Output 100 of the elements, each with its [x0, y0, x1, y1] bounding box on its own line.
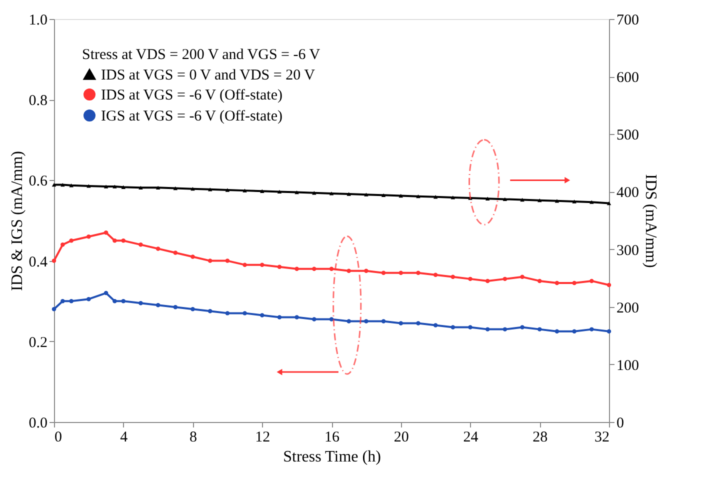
point: [294, 266, 299, 271]
point: [416, 321, 420, 326]
point: [450, 274, 456, 280]
y-axis-title: IDS & IGS (mA/mm): [8, 151, 26, 291]
y2-tick-label: 500: [616, 128, 639, 144]
point: [156, 246, 160, 251]
point: [364, 268, 368, 273]
point: [416, 270, 420, 276]
point: [572, 200, 576, 204]
point: [381, 270, 386, 276]
point: [104, 184, 108, 188]
x-tick-label: 12: [255, 430, 270, 446]
point: [398, 321, 403, 326]
point: [112, 184, 117, 188]
point: [52, 307, 56, 312]
point: [520, 198, 524, 202]
point: [502, 276, 508, 282]
x-tick-label: 24: [463, 430, 479, 446]
point: [86, 296, 91, 302]
point: [86, 184, 91, 188]
point: [69, 298, 74, 304]
legend-label: IDS at VGS = 0 V and VDS = 20 V: [101, 68, 316, 84]
point: [398, 270, 403, 276]
point: [277, 264, 282, 269]
y-tick-label: 0.0: [28, 416, 48, 432]
y-tick-label: 0.4: [28, 254, 48, 270]
point: [121, 185, 126, 189]
point: [52, 182, 56, 187]
point: [312, 191, 316, 195]
point: [502, 197, 508, 202]
point: [225, 311, 230, 316]
point: [260, 313, 264, 318]
point: [554, 280, 560, 286]
point: [538, 327, 542, 332]
point: [468, 276, 472, 282]
point: [329, 266, 334, 271]
point: [606, 201, 612, 206]
point: [138, 242, 143, 247]
point: [485, 196, 490, 200]
point: [104, 290, 108, 296]
point: [364, 319, 368, 324]
point: [538, 198, 542, 202]
y2-tick-label: 300: [616, 242, 639, 259]
point: [173, 250, 178, 255]
point: [104, 230, 108, 235]
point: [121, 298, 126, 304]
legend-label: IGS at VGS = -6 V (Off-state): [101, 108, 283, 124]
point: [294, 315, 299, 320]
point: [86, 234, 91, 239]
x-axis-title: Stress Time (h): [283, 448, 381, 466]
x-tick-label: 28: [532, 430, 548, 446]
point: [502, 327, 508, 332]
point: [590, 327, 594, 332]
y2-tick-label: 100: [616, 358, 639, 374]
point: [520, 325, 524, 330]
point: [121, 238, 126, 243]
y2-tick-label: 600: [616, 70, 639, 86]
point: [242, 311, 247, 316]
point: [112, 298, 117, 304]
point: [173, 305, 178, 310]
point: [329, 317, 334, 322]
point: [208, 309, 212, 314]
point: [60, 182, 65, 187]
y2-tick-label: 0: [616, 416, 624, 432]
y-tick-label: 1.0: [28, 12, 48, 28]
point: [156, 186, 160, 190]
point: [381, 193, 386, 198]
point: [173, 186, 178, 190]
point: [468, 325, 472, 330]
y-tick-label: 0.8: [28, 93, 48, 110]
point: [190, 307, 195, 312]
y2-axis-title: IDS (mA/mm): [642, 174, 659, 268]
point: [450, 325, 456, 330]
point: [590, 200, 594, 204]
point: [572, 280, 576, 286]
point: [554, 329, 560, 334]
x-tick-label: 4: [120, 430, 128, 446]
x-tick-label: 32: [594, 430, 610, 446]
point: [312, 317, 316, 322]
point: [450, 196, 456, 200]
point: [329, 192, 334, 196]
point: [381, 319, 386, 324]
point: [346, 268, 351, 273]
point: [138, 186, 143, 190]
y-tick-label: 0.2: [28, 334, 48, 351]
x-tick-label: 0: [54, 430, 62, 446]
point: [242, 262, 247, 267]
point: [346, 319, 351, 324]
point: [69, 238, 74, 243]
point: [520, 274, 524, 280]
x-tick-label: 20: [394, 430, 409, 446]
point: [60, 298, 65, 304]
legend-title: Stress at VDS = 200 V and VGS = -6 V: [82, 47, 320, 63]
point: [485, 278, 490, 284]
point: [398, 194, 403, 198]
point: [190, 187, 195, 191]
point: [60, 242, 65, 247]
point: [346, 192, 351, 196]
point: [572, 329, 576, 334]
x-tick-label: 8: [190, 430, 197, 446]
